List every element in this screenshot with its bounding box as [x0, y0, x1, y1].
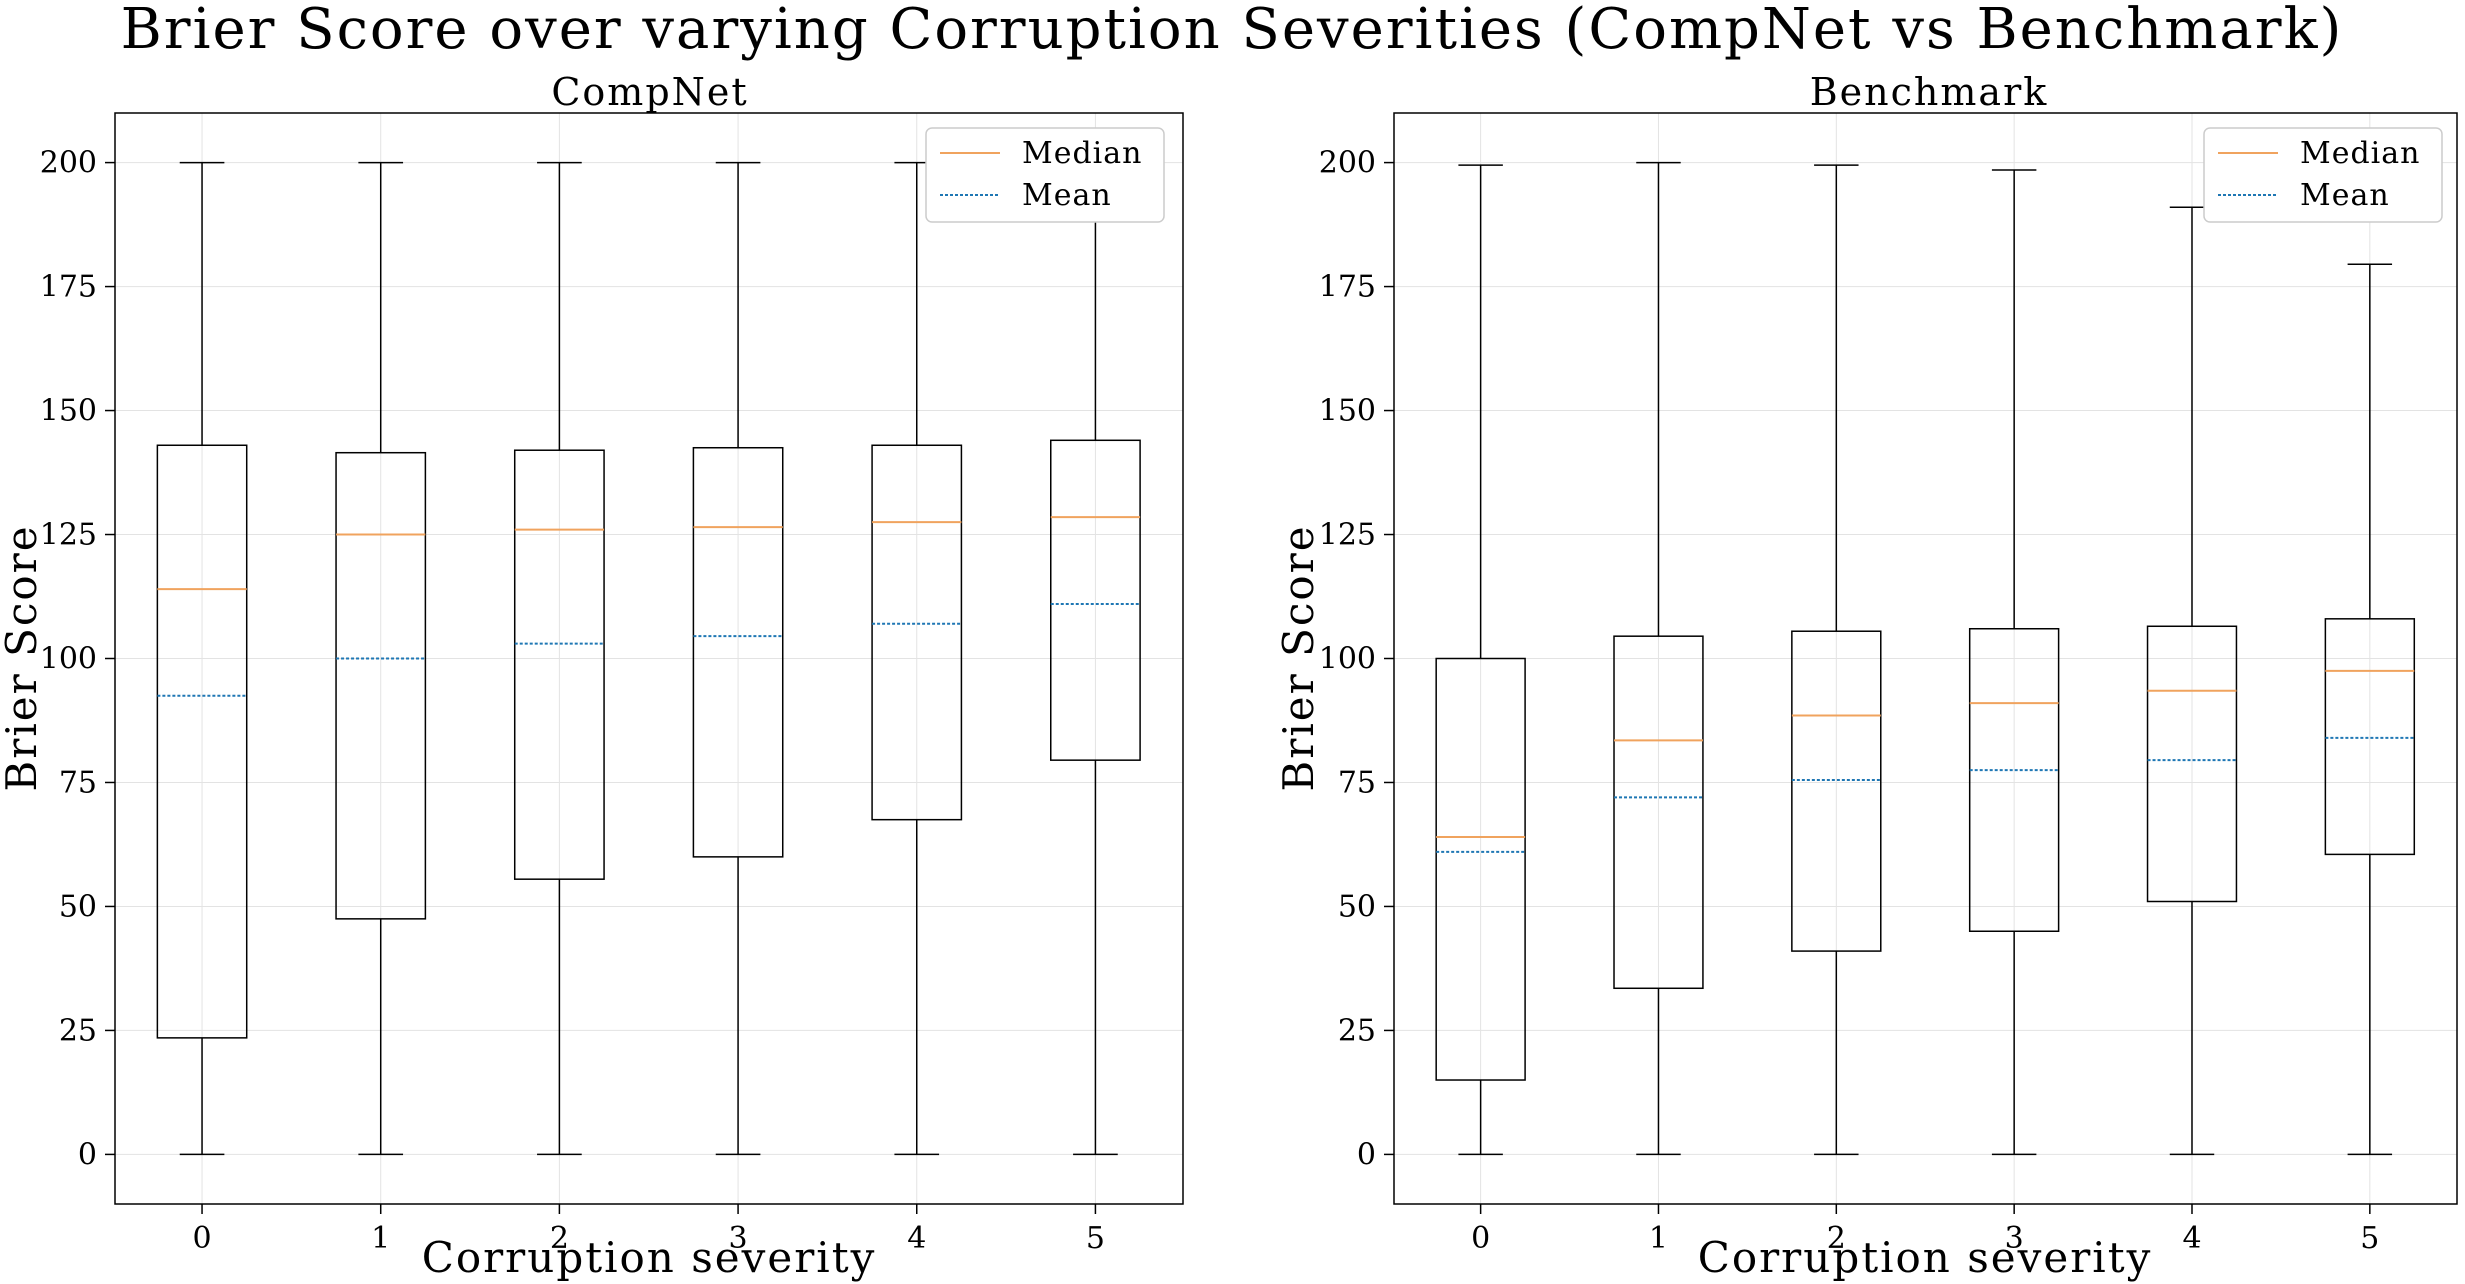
benchmark-box-5	[2324, 263, 2416, 1156]
compnet-legend-mean-label: Mean	[1022, 178, 1112, 213]
benchmark-y-tick-label: 75	[1338, 765, 1376, 800]
benchmark-y-axis-label: Brier Score	[1274, 524, 1323, 791]
compnet-legend-frame	[925, 127, 1165, 223]
benchmark-x-tick-label: 1	[1649, 1221, 1668, 1256]
benchmark-y-tick-label: 175	[1319, 270, 1376, 305]
iqr-box	[2324, 618, 2416, 856]
benchmark-box-3	[1968, 169, 2060, 1156]
benchmark-y-tick-label: 125	[1319, 518, 1376, 553]
benchmark-gridlines	[1394, 113, 2457, 1204]
compnet-ticks: 0 25 50 75 100 125 150 175 200 0 1 2 3 4 5	[40, 146, 1105, 1256]
benchmark-legend: Median Mean	[2203, 127, 2443, 223]
compnet-box-2	[513, 161, 605, 1156]
compnet-x-tick-label: 4	[907, 1221, 926, 1256]
iqr-box	[1435, 657, 1526, 1081]
iqr-box	[1968, 627, 2060, 933]
benchmark-box-4	[2146, 206, 2238, 1156]
compnet-y-tick-label: 175	[40, 270, 97, 305]
compnet-x-tick-label: 5	[1086, 1221, 1105, 1256]
iqr-box	[513, 449, 605, 880]
iqr-box	[335, 451, 427, 920]
benchmark-legend-median-label: Median	[2300, 136, 2420, 171]
compnet-legend: Median Mean	[925, 127, 1165, 223]
benchmark-x-tick-label: 5	[2360, 1221, 2379, 1256]
benchmark-y-tick-label: 50	[1338, 889, 1376, 924]
compnet-y-tick-label: 25	[59, 1013, 97, 1048]
compnet-x-axis-label: Corruption severity	[422, 1233, 877, 1282]
benchmark-y-tick-label: 100	[1319, 642, 1376, 677]
compnet-y-tick-label: 50	[59, 889, 97, 924]
compnet-y-tick-label: 125	[40, 518, 97, 553]
benchmark-boxes	[1435, 161, 2416, 1156]
iqr-box	[1791, 630, 1882, 952]
benchmark-panel: Benchmark 0 25 50 75 100 125 150 175 200 0 1 2 3 4 5 C…	[1274, 70, 2458, 1282]
compnet-x-tick-label: 2	[550, 1221, 569, 1256]
benchmark-ticks: 0 25 50 75 100 125 150 175 200 0 1 2 3 4 5	[1319, 146, 2380, 1256]
iqr-box	[692, 446, 784, 858]
compnet-y-tick-label: 200	[40, 146, 97, 181]
figure-title: Brier Score over varying Corruption Seve…	[121, 0, 2344, 62]
compnet-box-1	[335, 161, 427, 1156]
benchmark-box-2	[1791, 164, 1882, 1156]
compnet-boxes	[156, 161, 1141, 1156]
compnet-box-0	[156, 161, 248, 1156]
compnet-gridlines	[115, 113, 1183, 1204]
iqr-box	[871, 444, 963, 821]
compnet-y-tick-label: 75	[59, 765, 97, 800]
compnet-y-axis-label: Brier Score	[0, 524, 46, 791]
compnet-panel-title: CompNet	[551, 70, 748, 114]
compnet-x-tick-label: 1	[371, 1221, 390, 1256]
benchmark-x-tick-label: 2	[1827, 1221, 1846, 1256]
benchmark-x-axis-label: Corruption severity	[1698, 1233, 2153, 1282]
benchmark-box-0	[1435, 164, 1526, 1156]
compnet-box-4	[871, 161, 963, 1156]
compnet-x-tick-label: 3	[729, 1221, 748, 1256]
benchmark-x-tick-label: 4	[2182, 1221, 2201, 1256]
compnet-y-tick-label: 0	[78, 1137, 97, 1172]
benchmark-x-tick-label: 0	[1471, 1221, 1490, 1256]
benchmark-legend-mean-label: Mean	[2300, 178, 2390, 213]
iqr-box	[156, 444, 248, 1039]
benchmark-x-tick-label: 3	[2005, 1221, 2024, 1256]
benchmark-legend-frame	[2203, 127, 2443, 223]
compnet-x-tick-label: 0	[192, 1221, 211, 1256]
compnet-panel: CompNet 0 25 50 75 100 125 150 175 200 0 1 2 3 4 5 Cor…	[0, 70, 1184, 1282]
compnet-box-3	[692, 161, 784, 1156]
benchmark-y-tick-label: 0	[1357, 1137, 1376, 1172]
benchmark-y-tick-label: 150	[1319, 394, 1376, 429]
compnet-legend-median-label: Median	[1022, 136, 1142, 171]
compnet-y-tick-label: 150	[40, 394, 97, 429]
iqr-box	[2146, 625, 2238, 903]
benchmark-y-tick-label: 200	[1319, 146, 1376, 181]
iqr-box	[1613, 635, 1704, 990]
compnet-y-tick-label: 100	[40, 642, 97, 677]
benchmark-panel-title: Benchmark	[1810, 70, 2049, 114]
benchmark-y-tick-label: 25	[1338, 1013, 1376, 1048]
iqr-box	[1050, 439, 1141, 761]
benchmark-box-1	[1613, 161, 1704, 1156]
